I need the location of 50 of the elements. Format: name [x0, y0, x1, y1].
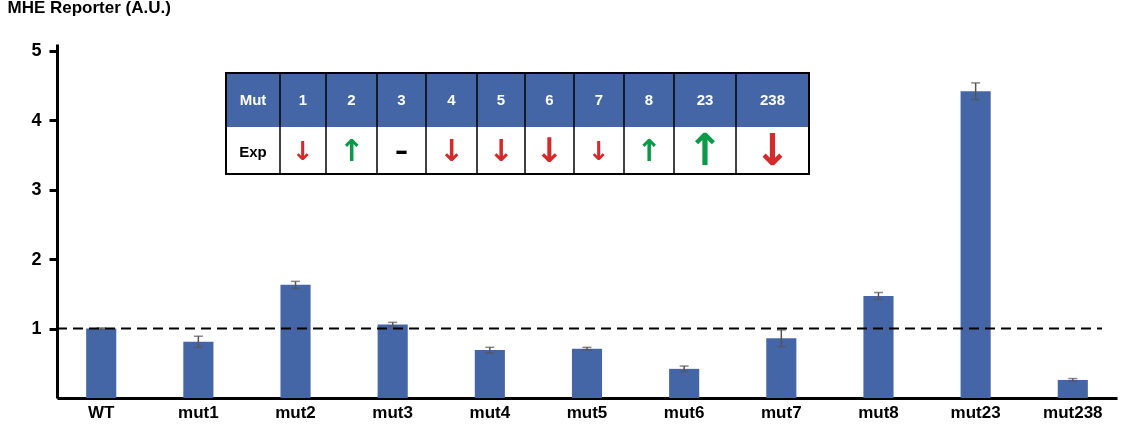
annotation: ↓ — [754, 123, 791, 175]
annotation: ↓ — [488, 132, 514, 168]
x-tick-label: mut4 — [469, 402, 511, 422]
annotation: ↓ — [535, 129, 564, 170]
bar — [1057, 379, 1088, 398]
annotation: 6 — [545, 91, 554, 108]
x-tick-label: mut7 — [761, 402, 802, 422]
bar — [474, 350, 505, 398]
bar — [377, 324, 408, 398]
annotation: ↑ — [636, 132, 662, 168]
annotation: ↑ — [686, 123, 724, 175]
annotation: ↓ — [588, 135, 610, 166]
y-tick-label: 1 — [31, 318, 42, 339]
bar — [766, 338, 797, 398]
annotation: 238 — [759, 91, 786, 108]
annotation: 4 — [447, 91, 457, 108]
x-tick-label: mut238 — [1043, 402, 1103, 422]
annotation: Exp — [239, 142, 267, 160]
y-tick-label: 2 — [31, 248, 42, 269]
x-tick-label: mut23 — [950, 402, 1001, 422]
x-tick-label: mut8 — [858, 402, 899, 422]
y-tick-label: 3 — [31, 179, 42, 200]
annotation: 8 — [644, 91, 654, 108]
bar — [960, 91, 991, 398]
x-tick-label: mut1 — [178, 402, 219, 422]
x-tick-label: WT — [87, 402, 116, 422]
bar — [183, 341, 214, 398]
annotation: ↓ — [292, 135, 314, 166]
bar — [669, 368, 700, 398]
x-tick-label: mut5 — [566, 402, 608, 422]
bar — [863, 295, 894, 398]
annotation: 7 — [594, 91, 604, 108]
y-axis-title: MHE Reporter (A.U.) — [7, 0, 171, 17]
bar — [571, 348, 603, 398]
y-tick-label: 5 — [31, 40, 42, 61]
x-tick-label: mut3 — [372, 402, 413, 422]
annotation: – — [395, 135, 408, 166]
annotation: 23 — [696, 91, 714, 108]
annotation: 5 — [496, 91, 506, 108]
annotation: 3 — [397, 91, 406, 108]
annotation: Mut — [239, 91, 267, 108]
annotation: 1 — [298, 91, 308, 108]
annotation: 2 — [347, 91, 356, 108]
x-tick-label: mut2 — [275, 402, 316, 422]
annotation: ↓ — [438, 132, 465, 168]
bar — [86, 328, 117, 398]
annotation: ↑ — [338, 132, 365, 168]
y-tick-label: 4 — [31, 109, 42, 130]
bar — [280, 284, 311, 398]
x-tick-label: mut6 — [663, 402, 705, 422]
